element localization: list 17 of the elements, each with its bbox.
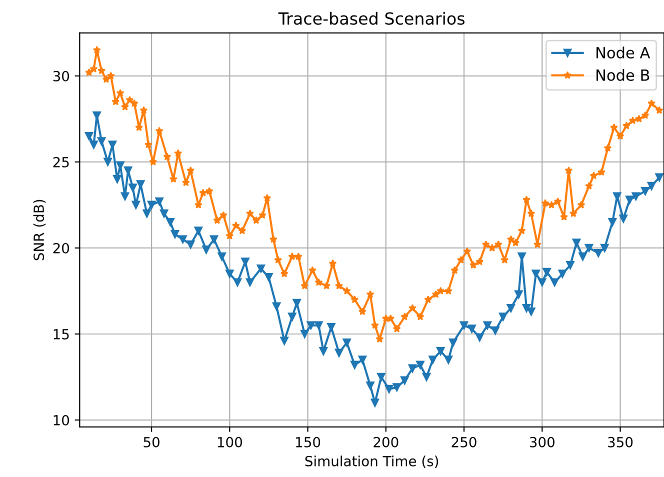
y-axis-title: SNR (dB) <box>33 200 46 260</box>
y-tick-label: 25 <box>53 156 69 168</box>
x-tick-label: 150 <box>296 436 320 448</box>
y-tick-label: 15 <box>54 329 69 340</box>
legend-label: Node A <box>596 46 650 58</box>
x-tick-label: 100 <box>218 436 242 448</box>
x-tick-label: 300 <box>530 436 554 448</box>
x-tick-label: 350 <box>608 436 633 448</box>
chart-title: Trace-based Scenarios <box>278 12 465 25</box>
x-axis-title: Simulation Time (s) <box>305 456 438 468</box>
x-tick-label: 250 <box>452 436 476 448</box>
y-tick-label: 20 <box>53 242 70 254</box>
x-tick-label: 200 <box>374 436 398 448</box>
x-tick-label: 50 <box>144 436 160 448</box>
y-tick-label: 10 <box>54 415 70 426</box>
legend-label: Node B <box>596 69 650 81</box>
y-tick-label: 30 <box>53 70 70 82</box>
